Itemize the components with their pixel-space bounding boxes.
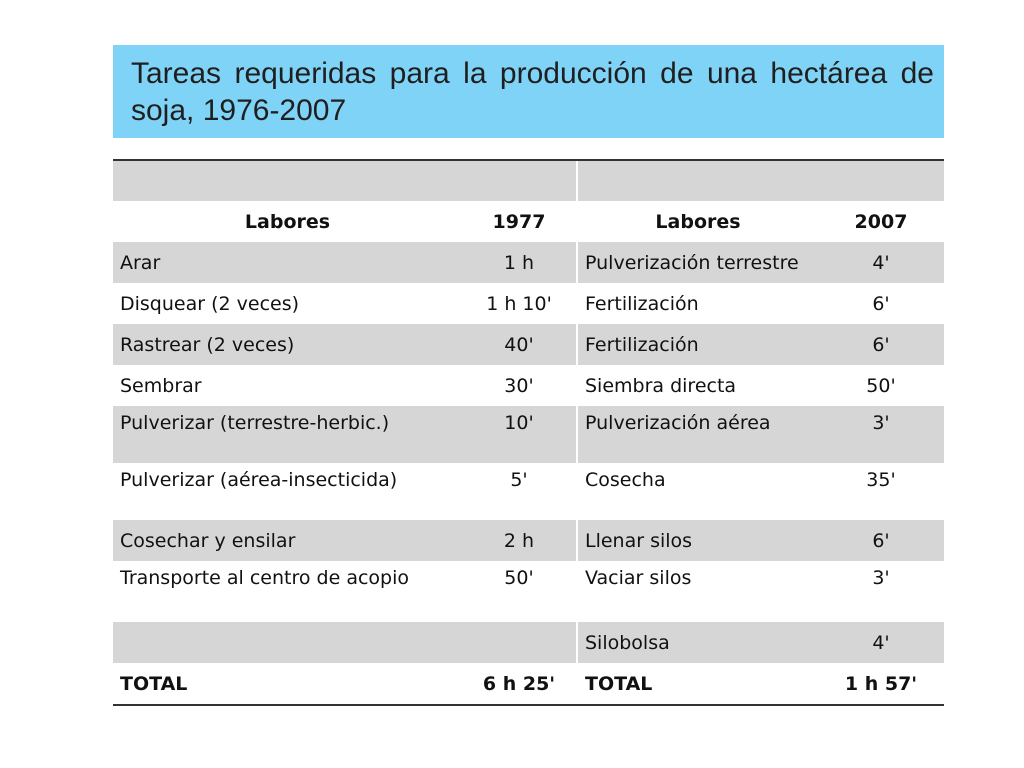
task-1977: Pulverizar (terrestre-herbic.) <box>113 406 462 463</box>
time-2007: 4' <box>818 622 944 663</box>
time-1977: 2 h <box>462 520 577 561</box>
time-1977 <box>462 622 577 663</box>
labor-comparison-table: Labores 1977 Labores 2007 Arar 1 h Pulve… <box>113 159 944 706</box>
task-2007: Vaciar silos <box>576 561 818 622</box>
task-1977: Sembrar <box>120 374 202 397</box>
slide-title: Tareas requeridas para la producción de … <box>131 57 934 127</box>
col-header-1977: 1977 <box>492 210 546 233</box>
task-2007: Llenar silos <box>576 520 818 561</box>
task-2007: Silobolsa <box>576 622 818 663</box>
time-2007: 3' <box>818 406 944 463</box>
time-2007: 6' <box>872 292 890 315</box>
task-1977: Transporte al centro de acopio <box>120 567 409 589</box>
total-label-1977: TOTAL <box>113 663 462 706</box>
task-1977: Rastrear (2 veces) <box>113 324 462 365</box>
table-row: Rastrear (2 veces) 40' Fertilización 6' <box>113 324 944 365</box>
table-row: Disquear (2 veces) 1 h 10' Fertilización… <box>113 283 944 324</box>
table-spacer-row <box>113 159 944 201</box>
time-1977: 1 h 10' <box>486 292 552 315</box>
total-time-1977: 6 h 25' <box>462 663 577 706</box>
task-1977: Pulverizar (aérea-insecticida) <box>120 469 398 491</box>
task-1977 <box>113 622 462 663</box>
table-row: Cosechar y ensilar 2 h Llenar silos 6' <box>113 520 944 561</box>
total-time-2007: 1 h 57' <box>818 663 944 706</box>
time-2007: 4' <box>818 242 944 283</box>
time-1977: 50' <box>504 567 534 589</box>
time-1977: 40' <box>462 324 577 365</box>
time-2007: 35' <box>866 469 896 491</box>
table-row: Sembrar 30' Siembra directa 50' <box>113 365 944 406</box>
task-2007: Siembra directa <box>576 365 818 406</box>
task-2007: Pulverización aérea <box>576 406 818 463</box>
task-1977: Arar <box>113 242 462 283</box>
col-header-2007: 2007 <box>854 210 908 233</box>
time-2007: 3' <box>872 567 890 589</box>
time-1977: 5' <box>510 469 528 491</box>
task-1977: Disquear (2 veces) <box>120 292 300 315</box>
table-row: Arar 1 h Pulverización terrestre 4' <box>113 242 944 283</box>
task-1977: Cosechar y ensilar <box>113 520 462 561</box>
table-header-row: Labores 1977 Labores 2007 <box>113 201 944 242</box>
table-row: Silobolsa 4' <box>113 622 944 663</box>
total-label-2007: TOTAL <box>576 663 818 706</box>
time-2007: 50' <box>866 374 896 397</box>
table-row: Transporte al centro de acopio 50' Vacia… <box>113 561 944 622</box>
time-2007: 6' <box>818 324 944 365</box>
time-1977: 30' <box>504 374 534 397</box>
table-row: Pulverizar (terrestre-herbic.) 10' Pulve… <box>113 406 944 463</box>
time-2007: 6' <box>818 520 944 561</box>
total-row: TOTAL 6 h 25' TOTAL 1 h 57' <box>113 663 944 706</box>
time-1977: 1 h <box>462 242 577 283</box>
col-header-labores-2007: Labores <box>576 201 818 242</box>
task-2007: Cosecha <box>576 463 818 520</box>
task-2007: Fertilización <box>576 283 818 324</box>
task-2007: Pulverización terrestre <box>576 242 818 283</box>
task-2007: Fertilización <box>576 324 818 365</box>
col-header-labores-1977: Labores <box>244 210 331 233</box>
title-banner: Tareas requeridas para la producción de … <box>113 45 944 138</box>
time-1977: 10' <box>462 406 577 463</box>
table-row: Pulverizar (aérea-insecticida) 5' Cosech… <box>113 463 944 520</box>
